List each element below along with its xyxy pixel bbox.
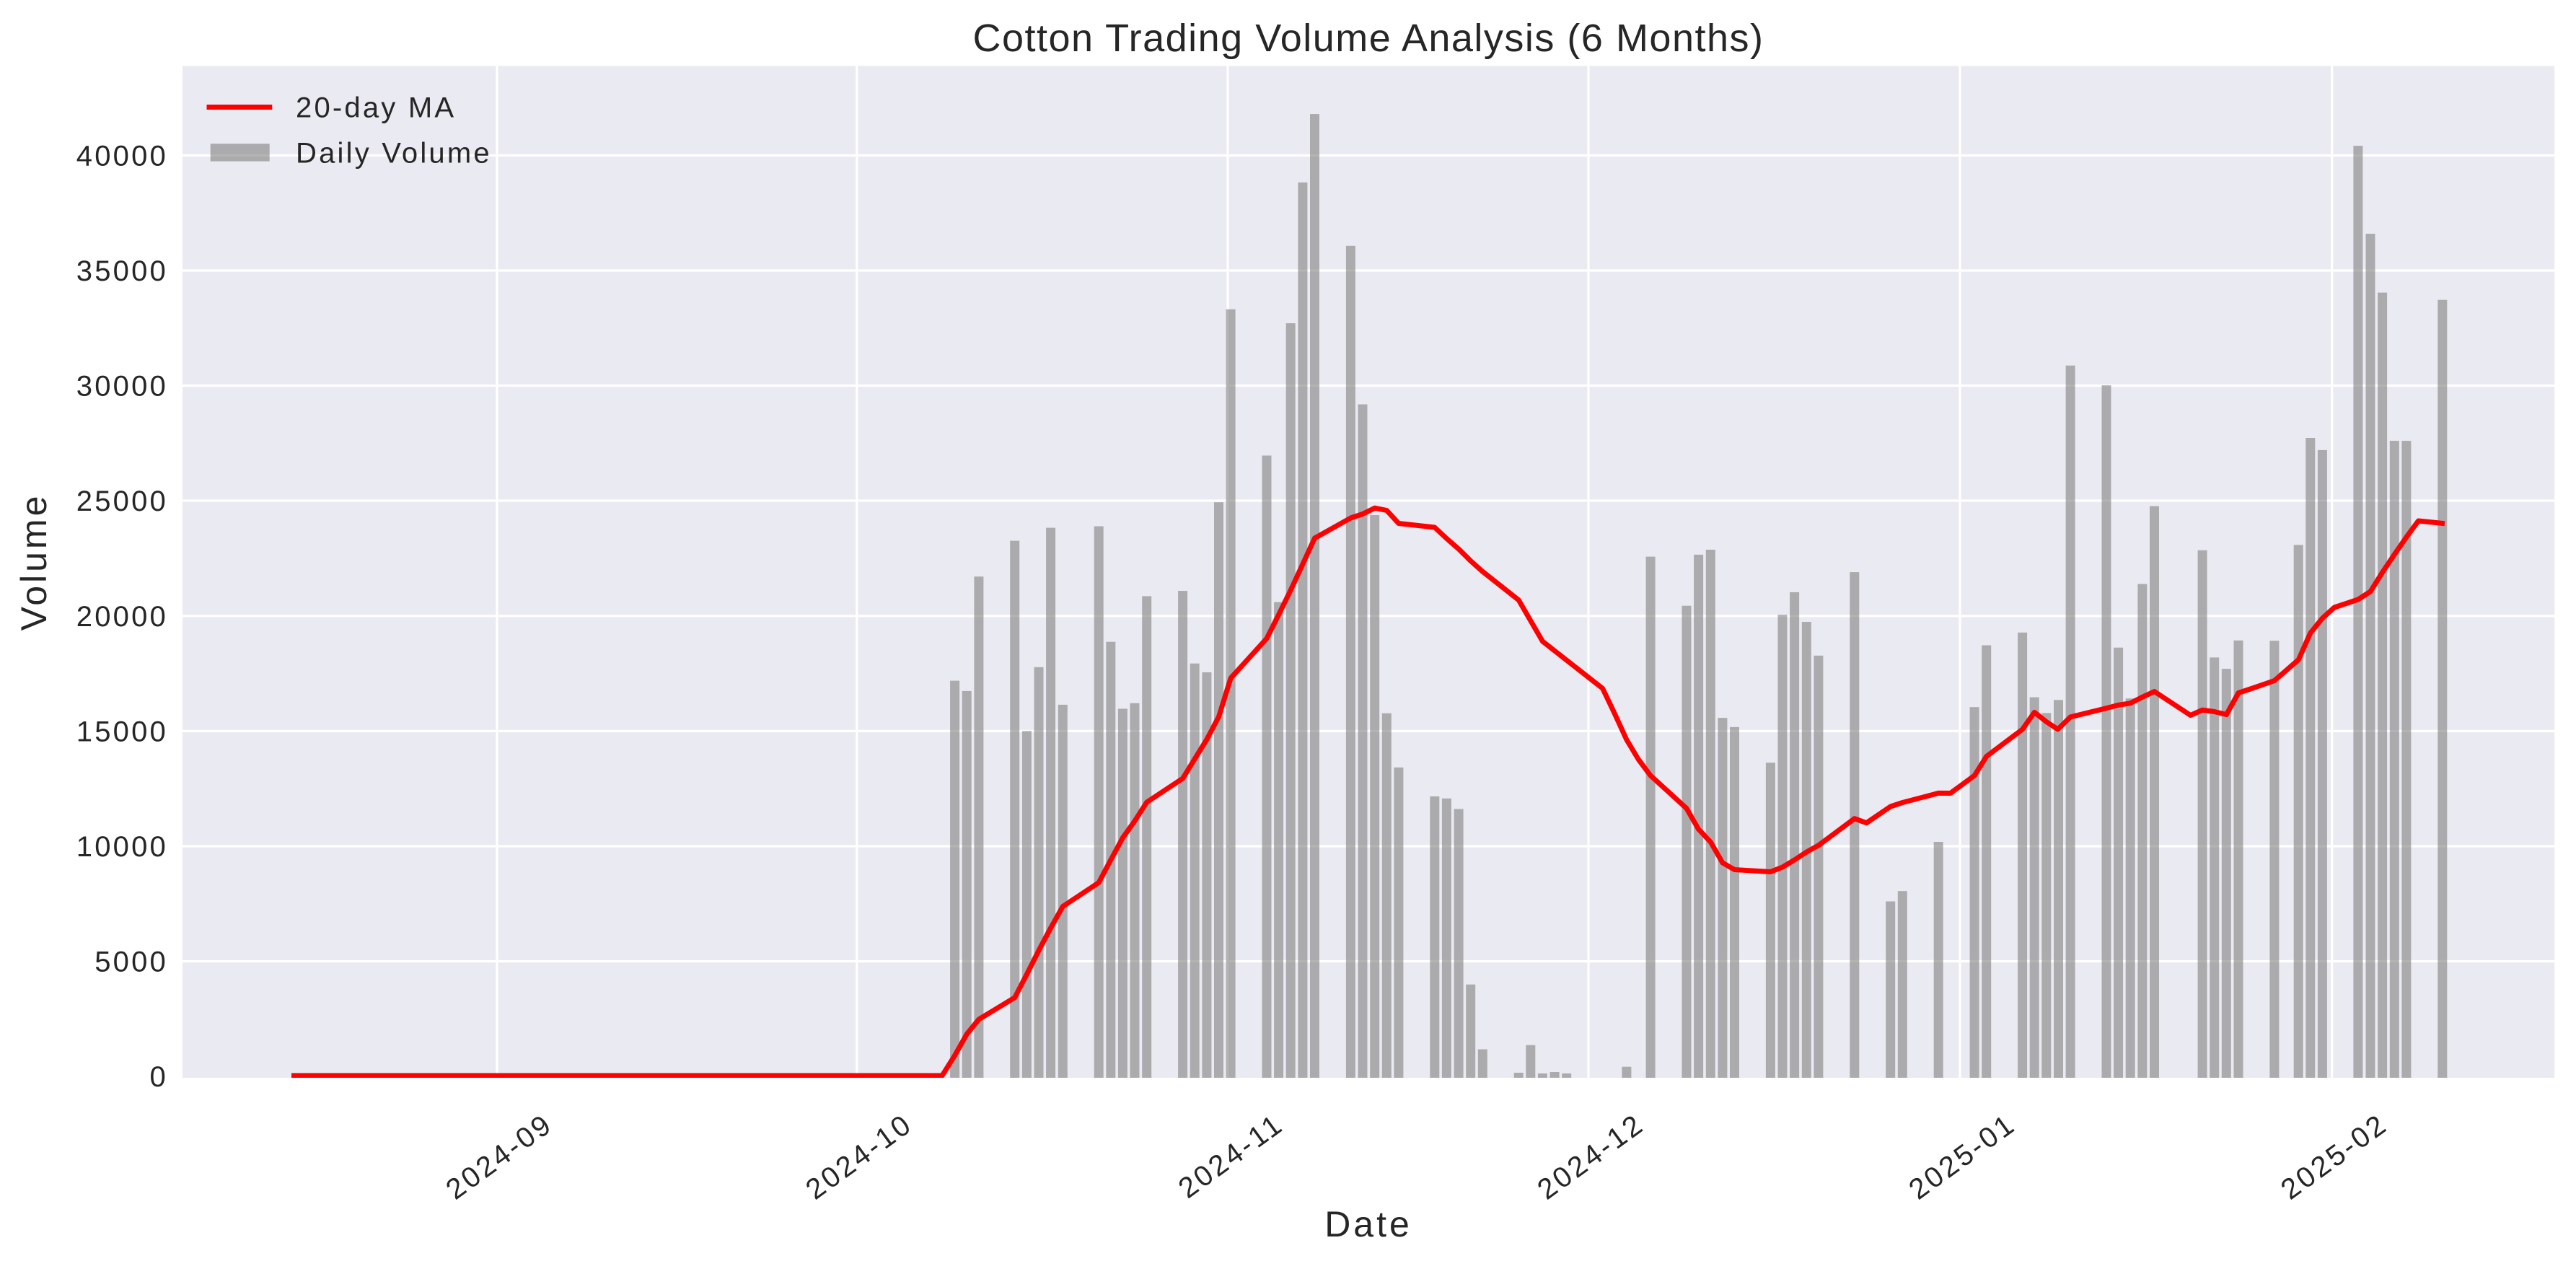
svg-text:20-day MA: 20-day MA <box>296 92 456 124</box>
svg-text:5000: 5000 <box>94 946 168 978</box>
svg-text:Daily Volume: Daily Volume <box>296 137 492 169</box>
svg-text:0: 0 <box>150 1061 168 1093</box>
svg-text:15000: 15000 <box>76 716 168 747</box>
svg-text:Cotton Trading Volume Analysis: Cotton Trading Volume Analysis (6 Months… <box>972 17 1764 60</box>
svg-text:Volume: Volume <box>14 493 54 631</box>
svg-text:35000: 35000 <box>76 255 168 287</box>
svg-text:40000: 40000 <box>76 141 168 172</box>
svg-text:20000: 20000 <box>76 601 168 633</box>
svg-text:30000: 30000 <box>76 371 168 403</box>
svg-text:Date: Date <box>1324 1204 1412 1244</box>
svg-text:10000: 10000 <box>76 831 168 863</box>
svg-text:25000: 25000 <box>76 486 168 517</box>
